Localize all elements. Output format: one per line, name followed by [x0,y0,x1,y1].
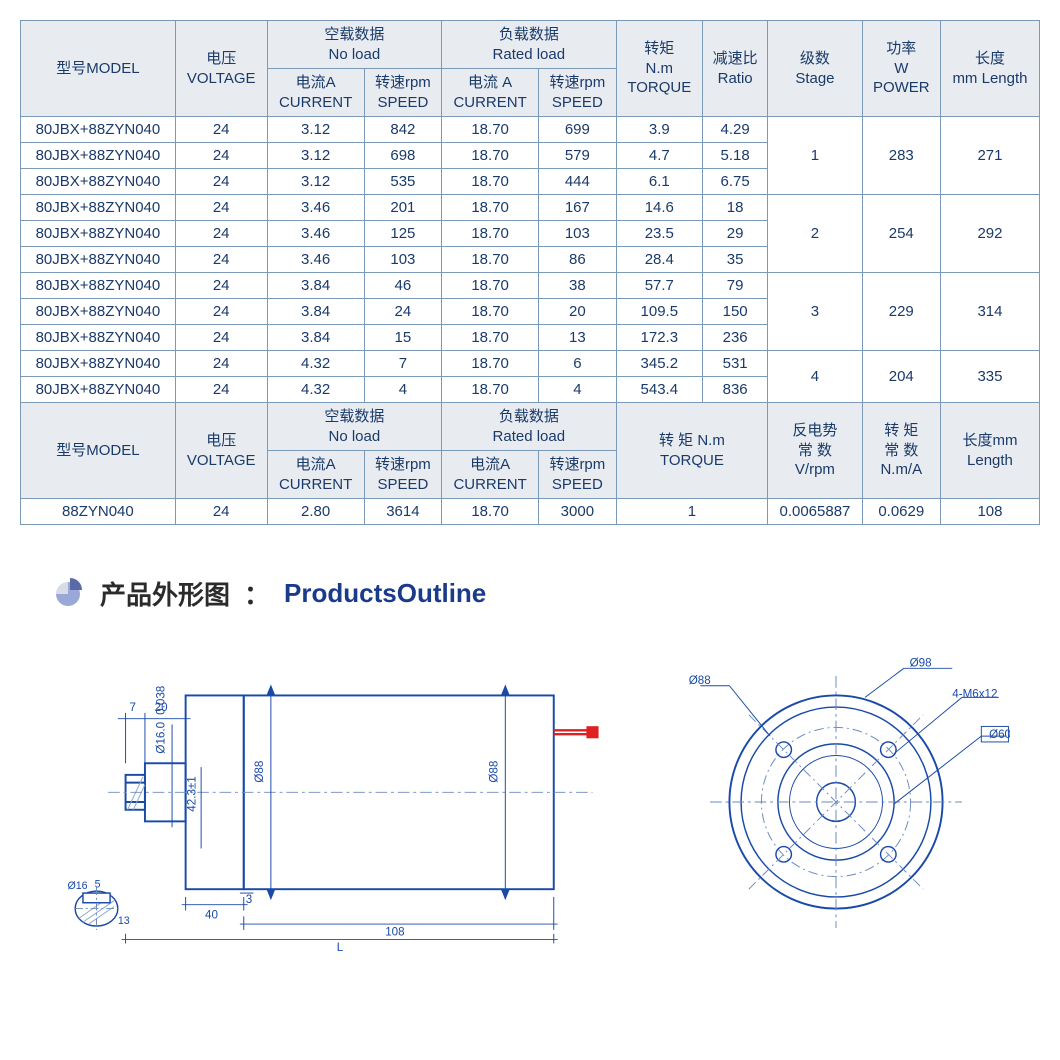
hdr2-tc: 转 矩常 数N.m/A [862,403,940,499]
hdr2-rated: 负载数据Rated load [442,403,616,451]
table-row: 88ZYN040 24 2.80 3614 18.70 3000 1 0.006… [21,499,1040,525]
svg-text:108: 108 [385,926,404,939]
hdr-noload: 空载数据No load [267,21,441,69]
hdr2-rl-speed: 转速rpmSPEED [539,451,616,499]
hdr-length: 长度mm Length [940,21,1039,117]
table-body: 80JBX+88ZYN040243.1284218.706993.94.2912… [21,117,1040,403]
svg-text:Ø88: Ø88 [253,761,266,783]
hdr2-voltage: 电压VOLTAGE [175,403,267,499]
hdr-rl-current: 电流 ACURRENT [442,69,539,117]
hdr-torque: 转矩N.mTORQUE [616,21,702,117]
table-row: 80JBX+88ZYN040243.1284218.706993.94.2912… [21,117,1040,143]
svg-text:7: 7 [129,701,135,714]
svg-text:Ø60: Ø60 [989,728,1010,741]
hdr2-emf: 反电势常 数V/rpm [768,403,862,499]
hdr2-model: 型号MODEL [21,403,176,499]
hdr2-length: 长度mmLength [940,403,1039,499]
outline-title: 产品外形图 ： ProductsOutline [20,575,1040,612]
svg-text:Ø98: Ø98 [909,656,931,669]
hdr-voltage: 电压VOLTAGE [175,21,267,117]
hdr-rated: 负载数据Rated load [442,21,616,69]
outline-colon: ： [244,575,270,612]
outline-title-zh: 产品外形图 [100,575,230,612]
svg-text:4-M6x12: 4-M6x12 [952,687,997,700]
drawings: Ø16.0 0.038 Ø88 Ø88 7 20 42.3±1 40 3 108… [20,642,1040,962]
svg-text:42.3±1: 42.3±1 [185,776,198,811]
svg-text:40: 40 [205,908,218,921]
hdr-rl-speed: 转速rpmSPEED [539,69,616,117]
hdr2-rl-current: 电流ACURRENT [442,451,539,499]
svg-text:20: 20 [155,701,168,714]
hdr-power: 功率WPOWER [862,21,940,117]
hdr-nl-current: 电流ACURRENT [267,69,364,117]
hdr2-torque: 转 矩 N.mTORQUE [616,403,768,499]
drawing-front: Ø88 Ø98 4-M6x12 Ø60 [681,652,1010,952]
table-row: 80JBX+88ZYN040243.4620118.7016714.618225… [21,195,1040,221]
outline-title-en: ProductsOutline [284,578,486,609]
svg-text:Ø16.0: Ø16.0 [154,722,167,754]
svg-text:Ø88: Ø88 [688,674,710,687]
hdr2-noload: 空载数据No load [267,403,441,451]
svg-text:5: 5 [95,878,101,890]
hdr-nl-speed: 转速rpmSPEED [364,69,441,117]
svg-text:L: L [337,941,344,952]
hdr-stage: 级数Stage [768,21,862,117]
svg-text:3: 3 [246,893,252,906]
hdr-ratio: 减速比Ratio [703,21,768,117]
svg-text:Ø88: Ø88 [488,761,501,783]
spec-table-1: 型号MODEL 电压VOLTAGE 空载数据No load 负载数据Rated … [20,20,1040,525]
svg-text:13: 13 [118,915,130,927]
svg-text:Ø16: Ø16 [67,880,87,892]
table-row: 80JBX+88ZYN040244.32718.706345.253142043… [21,351,1040,377]
table-row: 80JBX+88ZYN040243.844618.703857.77932293… [21,273,1040,299]
drawing-side: Ø16.0 0.038 Ø88 Ø88 7 20 42.3±1 40 3 108… [50,652,651,952]
hdr-model: 型号MODEL [21,21,176,117]
hdr2-nl-speed: 转速rpmSPEED [364,451,441,499]
hdr2-nl-current: 电流ACURRENT [267,451,364,499]
pie-icon [50,576,86,612]
